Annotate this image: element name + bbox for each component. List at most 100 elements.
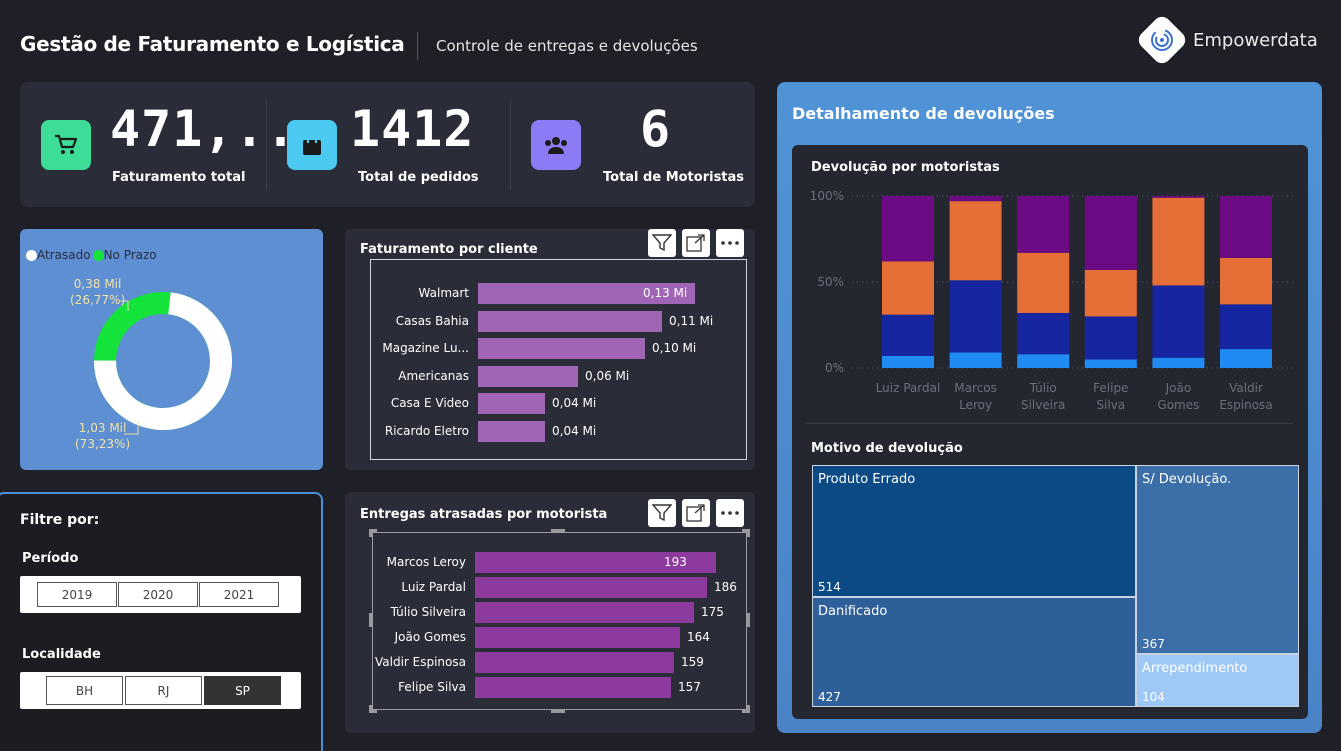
filter-button[interactable] bbox=[648, 499, 676, 527]
x-tick-label: Túlio Silveira bbox=[1020, 381, 1066, 412]
faturamento-bar[interactable] bbox=[478, 393, 545, 415]
entregas-bar[interactable] bbox=[475, 677, 671, 698]
faturamento-bar[interactable] bbox=[478, 283, 695, 304]
faturamento-row-label: Americanas bbox=[398, 368, 469, 383]
faturamento-value-label: 0,13 Mi bbox=[643, 286, 688, 300]
treemap-value: 104 bbox=[1142, 690, 1165, 704]
x-tick-label: Marcos Leroy bbox=[954, 381, 997, 412]
focus-mode-button[interactable] bbox=[682, 229, 710, 257]
title-divider bbox=[417, 32, 418, 60]
stack-segment[interactable] bbox=[1152, 285, 1205, 358]
y-tick-label: 100% bbox=[810, 189, 844, 203]
stack-segment[interactable] bbox=[1084, 269, 1137, 317]
periodo-2019-button[interactable]: 2019 bbox=[37, 582, 117, 607]
stack-segment[interactable] bbox=[882, 196, 934, 262]
stack-segment[interactable] bbox=[1220, 349, 1272, 368]
x-tick-label: Luiz Pardal bbox=[875, 381, 941, 395]
treemap-produto-errado[interactable]: Produto Errado 514 bbox=[812, 465, 1136, 597]
filter-title: Filtre por: bbox=[20, 512, 100, 528]
stack-segment[interactable] bbox=[882, 355, 934, 368]
entregas-bar[interactable] bbox=[475, 577, 707, 598]
resize-handle[interactable] bbox=[747, 613, 750, 627]
resize-handle[interactable] bbox=[742, 529, 750, 537]
more-options-button[interactable] bbox=[716, 499, 744, 527]
faturamento-title: Faturamento por cliente bbox=[360, 242, 538, 257]
stack-segment[interactable] bbox=[1017, 252, 1070, 313]
devolucao-x-labels: Luiz Pardal Marcos Leroy Túlio Silveira Felip… bbox=[792, 145, 1308, 425]
stack-segment[interactable] bbox=[949, 352, 1002, 368]
donut-ontime-slice[interactable] bbox=[94, 292, 232, 430]
stack-segment[interactable] bbox=[1220, 257, 1272, 305]
localidade-rj-button[interactable]: RJ bbox=[125, 676, 202, 705]
stack-segment[interactable] bbox=[1017, 312, 1070, 355]
entregas-bar[interactable] bbox=[475, 627, 680, 648]
filter-panel: Filtre por: Período 2019 2020 2021 Local… bbox=[0, 492, 323, 751]
treemap-value: 367 bbox=[1142, 637, 1165, 651]
treemap-arrependimento[interactable]: Arrependimento 104 bbox=[1136, 654, 1299, 707]
stack-segment[interactable] bbox=[949, 201, 1002, 281]
resize-handle[interactable] bbox=[369, 529, 377, 537]
faturamento-bar[interactable] bbox=[478, 365, 578, 387]
donut-late-pct: (26,77%) bbox=[70, 293, 126, 307]
devolucao-stacked-chart: 0% 50% 100% bbox=[810, 189, 1297, 375]
treemap-value: 514 bbox=[818, 580, 841, 594]
faturamento-row-label: Casas Bahia bbox=[395, 313, 469, 328]
localidade-bh-button[interactable]: BH bbox=[46, 676, 123, 705]
donut-leader-line bbox=[120, 300, 129, 311]
donut-late-value: 0,38 Mil bbox=[73, 277, 122, 291]
stack-segment[interactable] bbox=[1152, 197, 1205, 286]
entregas-bar[interactable] bbox=[475, 652, 674, 673]
stack-segment[interactable] bbox=[882, 261, 934, 315]
faturamento-bar[interactable] bbox=[478, 338, 645, 360]
faturamento-bar-chart: Walmart 0,13 Mi Casas Bahia 0,11 Mi Magazine… bbox=[345, 229, 755, 470]
faturamento-cliente-card: Faturamento por cliente Walmart 0,13 Mi Ca… bbox=[345, 229, 755, 470]
periodo-label: Período bbox=[22, 551, 79, 566]
periodo-2020-button[interactable]: 2020 bbox=[118, 582, 198, 607]
entregas-bar[interactable] bbox=[475, 602, 694, 623]
faturamento-chart-frame bbox=[370, 259, 747, 460]
faturamento-bar[interactable] bbox=[478, 310, 662, 332]
stack-segment[interactable] bbox=[1017, 196, 1070, 253]
donut-ontime-pct: (73,23%) bbox=[75, 437, 131, 451]
kpi-motoristas-value: 6 bbox=[640, 100, 672, 158]
entregas-bar[interactable] bbox=[475, 552, 716, 573]
entregas-prazo-donut-card: Atrasado No Prazo 0,38 Mil (26,77%) 1,03… bbox=[20, 229, 323, 470]
stack-segment[interactable] bbox=[1084, 359, 1137, 368]
localidade-sp-button[interactable]: SP bbox=[204, 676, 281, 705]
treemap-sem-devolucao[interactable]: S/ Devolução. 367 bbox=[1136, 465, 1299, 654]
kpi-pedidos-label: Total de pedidos bbox=[358, 170, 479, 185]
resize-handle[interactable] bbox=[742, 705, 750, 713]
focus-mode-button[interactable] bbox=[682, 499, 710, 527]
stack-segment[interactable] bbox=[1084, 316, 1137, 360]
resize-handle[interactable] bbox=[369, 613, 372, 627]
devolucao-motoristas-title: Devolução por motoristas bbox=[811, 160, 1000, 175]
entregas-value-label: 164 bbox=[687, 630, 710, 644]
donut-leader-line bbox=[124, 421, 139, 435]
entregas-row-label: Felipe Silva bbox=[398, 680, 466, 694]
periodo-slicer: 2019 2020 2021 bbox=[20, 576, 301, 613]
stack-segment[interactable] bbox=[1220, 196, 1272, 258]
stack-segment[interactable] bbox=[882, 314, 934, 356]
page-title: Gestão de Faturamento e Logística bbox=[20, 32, 405, 56]
resize-handle[interactable] bbox=[551, 710, 565, 713]
resize-handle[interactable] bbox=[369, 705, 377, 713]
periodo-2021-button[interactable]: 2021 bbox=[199, 582, 279, 607]
treemap-danificado[interactable]: Danificado 427 bbox=[812, 597, 1136, 707]
stack-segment[interactable] bbox=[1152, 357, 1205, 368]
users-icon bbox=[531, 120, 581, 170]
treemap-label: S/ Devolução. bbox=[1142, 472, 1232, 487]
stack-segment[interactable] bbox=[1152, 196, 1205, 198]
stack-segment[interactable] bbox=[1220, 304, 1272, 350]
brand-name: Empowerdata bbox=[1193, 30, 1318, 51]
stack-segment[interactable] bbox=[949, 196, 1002, 202]
x-tick-label: João Gomes bbox=[1157, 381, 1200, 412]
filter-button[interactable] bbox=[648, 229, 676, 257]
stack-segment[interactable] bbox=[1084, 196, 1137, 270]
stack-segment[interactable] bbox=[1017, 354, 1070, 368]
more-options-button[interactable] bbox=[716, 229, 744, 257]
stack-segment[interactable] bbox=[949, 280, 1002, 353]
entregas-bar-chart: Marcos Leroy 193 Luiz Pardal 186 Túlio Silve… bbox=[345, 492, 755, 733]
legend-ontime-label: No Prazo bbox=[103, 248, 157, 262]
faturamento-bar[interactable] bbox=[478, 421, 545, 442]
resize-handle[interactable] bbox=[551, 529, 565, 532]
